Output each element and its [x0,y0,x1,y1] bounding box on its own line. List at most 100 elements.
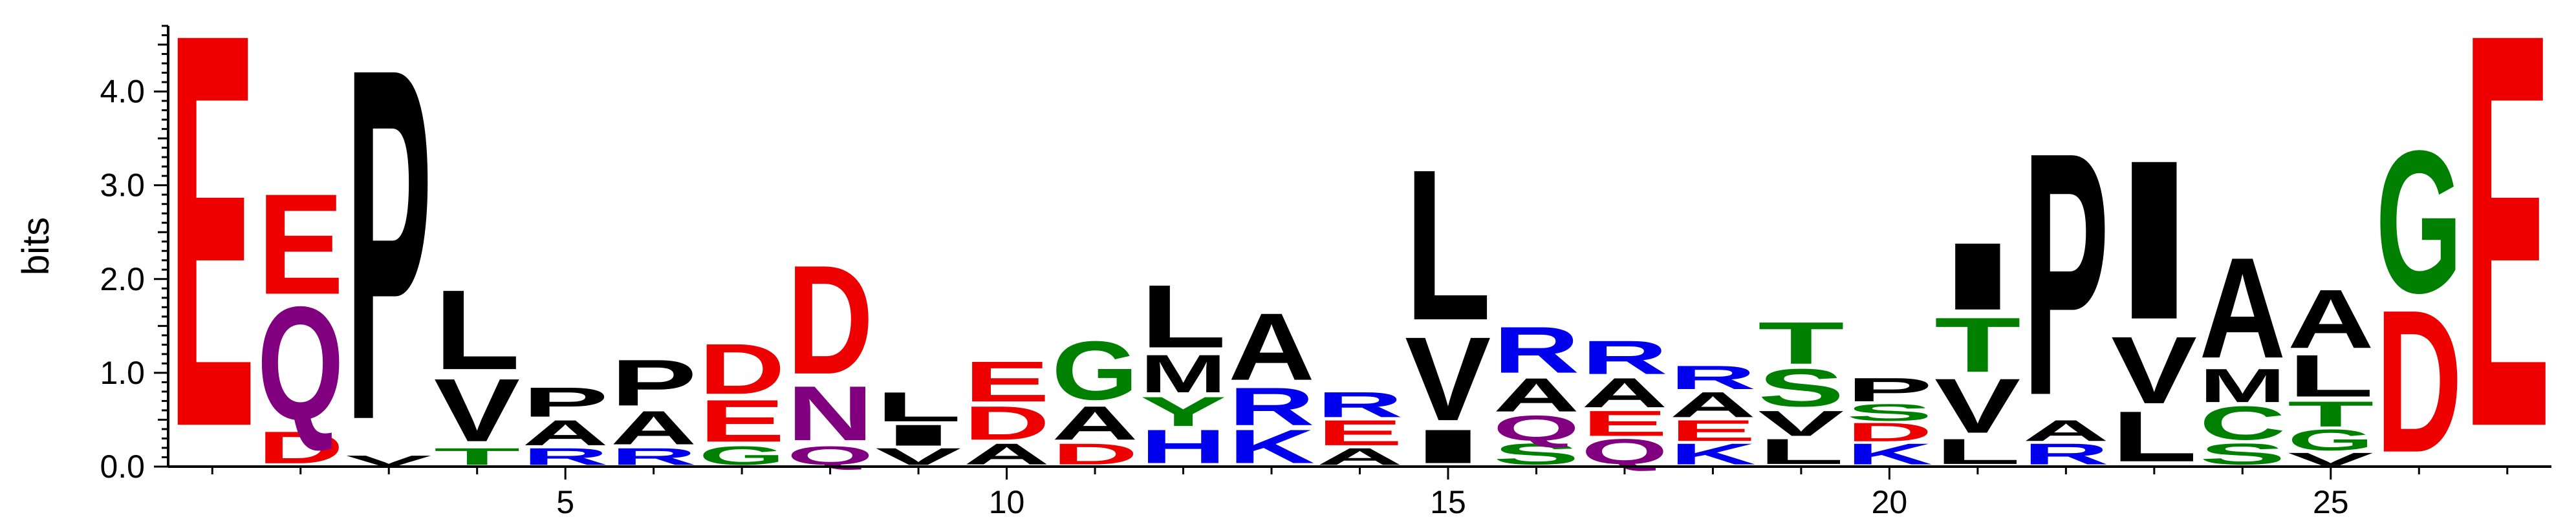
logo-letter-v: V [434,361,520,461]
logo-letter: E [1670,414,1757,447]
logo-letter-g: G [2376,107,2462,335]
logo-letter: A [1228,293,1315,400]
logo-letter: K [1670,438,1757,471]
logo-letter: L [1140,266,1227,366]
y-tick-label: 0.0 [100,449,145,485]
logo-letter-m: M [2199,359,2286,412]
y-axis-title: bits [15,217,57,275]
logo-letter: A [2022,414,2109,447]
logo-letter-e: E [2464,0,2551,528]
logo-letter-d: D [1846,417,1933,447]
logo-letter-a: A [1581,370,1668,416]
logo-letter-e: E [257,164,344,324]
logo-letter-l: L [1405,125,1491,365]
logo-letter-a: A [964,438,1050,471]
logo-letter: E [257,164,344,324]
logo-letter: S [1758,357,1845,417]
logo-letter-d: D [787,234,874,407]
logo-letter-e: E [1317,413,1403,453]
logo-letter: T [1934,302,2021,388]
logo-letter-s: S [1758,357,1845,417]
logo-letter: V [434,361,520,461]
logo-letter: A [2199,228,2286,388]
logo-letter: P [522,379,609,426]
logo-letter: D [698,330,785,410]
logo-letter-m: M [1140,344,1227,404]
logo-letter: R [1581,330,1668,384]
logo-letter: A [1052,396,1138,450]
logo-letter-q: Q [1581,432,1668,472]
logo-letter: Q [1581,432,1668,472]
logo-letter-k: K [1228,419,1315,473]
logo-letter-v: V [1405,312,1491,446]
logo-letter: P [345,0,432,525]
logo-letter-l: L [875,384,962,430]
logo-letter-d: D [257,422,344,473]
logo-letter: L [2111,396,2198,476]
logo-letter: L [2288,343,2374,410]
logo-letter: I [1934,223,2021,330]
logo-letter: G [2376,107,2462,335]
logo-letter: E [169,0,255,528]
logo-letter-e: E [964,350,1050,414]
logo-letter-v: V [1934,363,2020,449]
logo-letter-q: Q [257,273,344,453]
logo-letter-a: A [2288,272,2374,366]
logo-letter: I [2111,113,2198,367]
logo-letter-r: R [1581,330,1668,384]
logo-letter-a: A [1670,385,1757,425]
axes-layer: 0.0 1.0 2.0 3.0 4.0 5 10 15 20 25 bits [15,25,2551,520]
logo-letter: V [2111,317,2197,424]
x-tick-label: 25 [2313,484,2349,520]
logo-letter: Y [1140,388,1227,435]
logo-letter-r: R [2022,438,2109,471]
logo-letter-h: H [1140,419,1227,473]
logo-letter-t: T [1934,302,2021,388]
logo-letter-r: R [1670,359,1757,396]
logo-letter: D [964,396,1050,450]
logo-letter: K [1846,438,1933,471]
logo-letter: R [2022,438,2109,471]
logo-letter-a: A [2199,228,2286,388]
logo-letter: E [964,350,1050,414]
logo-letter: D [787,234,874,407]
logo-letter: S [1493,438,1580,471]
x-tick-label: 15 [1430,484,1466,520]
logo-letter: D [2376,267,2462,494]
logo-letter: E [1581,404,1668,444]
logo-letter: D [1846,417,1933,447]
logo-letter-q: Q [1493,408,1580,449]
logo-letter-a: A [611,401,697,454]
logo-letter-d: D [1052,438,1138,471]
logo-letter-d: D [2376,267,2462,494]
logo-letter-s: S [1846,399,1933,426]
logo-letter-a: A [522,412,609,452]
logo-letter: P [611,346,697,419]
logo-letter: A [1670,385,1757,425]
logo-letter-l: L [1934,431,2021,471]
logo-letter: E [1317,413,1403,453]
logo-letter-r: R [1317,385,1403,425]
logo-letter-i: I [1934,223,2021,330]
logo-letter-p: P [345,0,432,525]
x-tick-label: 20 [1872,484,1908,520]
x-tick-label: 10 [989,484,1025,520]
logo-letter-s: S [1493,438,1580,471]
logo-letter: L [875,384,962,430]
logo-letter: Q [1493,408,1580,449]
logo-letter-a: A [2022,414,2109,447]
logo-letter-a: A [1493,368,1580,421]
logo-letter-k: K [1670,438,1757,471]
logo-letter: S [2199,438,2286,471]
logo-letter: C [2199,396,2286,450]
logo-letter: Q [257,273,344,453]
logo-letter-d: D [964,396,1050,450]
logo-letter: E [698,388,785,454]
logo-letter-p: P [1846,371,1933,408]
logo-letter-v: V [1758,403,1844,443]
logo-letter: A [1581,370,1668,416]
logo-letter: R [1228,377,1315,437]
logo-letter: A [522,412,609,452]
